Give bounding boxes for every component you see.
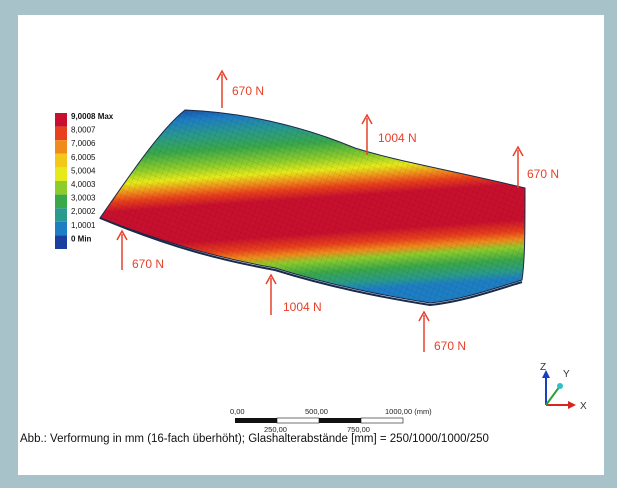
deformed-plate bbox=[99, 109, 526, 307]
force-arrow-bottom-right: 670 N bbox=[418, 310, 466, 353]
legend-swatch-2 bbox=[55, 140, 67, 154]
scale-label-500: 500,00 bbox=[305, 407, 328, 416]
force-arrow-top-left: 670 N bbox=[216, 69, 264, 108]
axis-z-label: Z bbox=[540, 362, 546, 373]
legend-label-7: 2,0002 bbox=[71, 207, 96, 216]
legend-label-5: 4,0003 bbox=[71, 180, 96, 189]
force-arrow-left: 670 N bbox=[116, 229, 164, 271]
force-label-right: 670 N bbox=[527, 167, 559, 181]
legend-swatch-3 bbox=[55, 153, 67, 168]
force-label-left: 670 N bbox=[132, 257, 164, 271]
force-arrow-right: 670 N bbox=[512, 145, 559, 188]
force-arrows: 670 N 1004 N 670 N 670 N 1004 N bbox=[116, 69, 559, 353]
axis-y-label: Y bbox=[563, 369, 570, 380]
force-arrow-top-middle: 1004 N bbox=[361, 113, 417, 155]
legend-label-4: 5,0004 bbox=[71, 166, 96, 175]
force-label-bottom-right: 670 N bbox=[434, 339, 466, 353]
legend-label-2: 7,0006 bbox=[71, 139, 96, 148]
legend-swatch-4 bbox=[55, 167, 67, 181]
figure-caption: Abb.: Verformung in mm (16-fach überhöht… bbox=[20, 433, 489, 445]
legend-swatch-8 bbox=[55, 221, 67, 236]
legend-label-8: 1,0001 bbox=[71, 221, 96, 230]
legend-label-1: 8,0007 bbox=[71, 126, 96, 135]
legend-swatch-7 bbox=[55, 208, 67, 222]
legend-label-9: 0 Min bbox=[71, 234, 92, 243]
legend-label-6: 3,0003 bbox=[71, 194, 96, 203]
legend-swatch-6 bbox=[55, 194, 67, 209]
scale-label-250: 250,00 bbox=[264, 425, 287, 434]
axis-triad: Z Y X bbox=[540, 362, 587, 412]
legend-label-0: 9,0008 Max bbox=[71, 112, 114, 121]
scale-label-1000: 1000,00 (mm) bbox=[385, 407, 432, 416]
color-legend: 9,0008 Max 8,0007 7,0006 6,0005 5,0004 4,0003… bbox=[55, 112, 114, 249]
scale-label-750: 750,00 bbox=[347, 425, 370, 434]
legend-swatch-5 bbox=[55, 181, 67, 195]
force-label-top-left: 670 N bbox=[232, 84, 264, 98]
legend-swatch-9 bbox=[55, 235, 67, 249]
scale-label-0: 0,00 bbox=[230, 407, 245, 416]
legend-swatch-1 bbox=[55, 126, 67, 141]
force-label-top-middle: 1004 N bbox=[378, 131, 417, 145]
legend-label-3: 6,0005 bbox=[71, 153, 96, 162]
scale-bar: 0,00 500,00 1000,00 (mm) 250,00 750,00 bbox=[230, 407, 432, 434]
legend-swatch-0 bbox=[55, 113, 67, 127]
axis-x-label: X bbox=[580, 401, 587, 412]
force-label-bottom-middle: 1004 N bbox=[283, 300, 322, 314]
force-arrow-bottom-middle: 1004 N bbox=[265, 273, 322, 315]
